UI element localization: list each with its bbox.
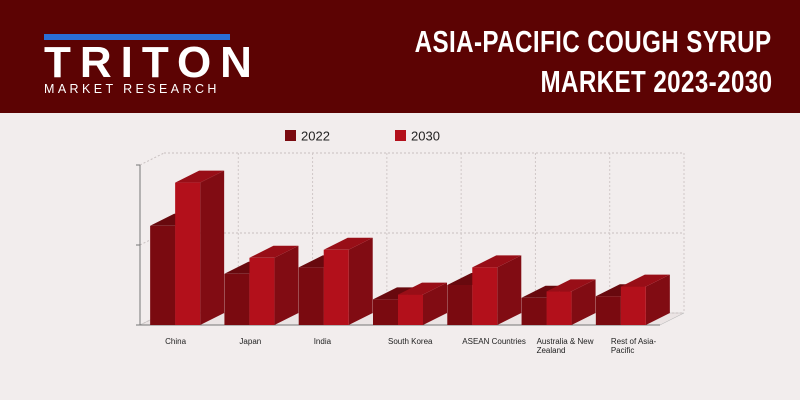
legend-label: 2022 [301,128,330,143]
header: TRITON MARKET RESEARCH ASIA-PACIFIC COUG… [0,0,800,113]
bar-front [373,299,398,325]
bar [620,274,670,325]
legend-swatch [285,130,296,141]
bar-side [645,274,670,325]
bar-front [398,294,423,325]
bar-front [323,249,349,325]
bar-top [546,279,596,292]
x-tick-label: Japan [239,337,262,346]
title: MARKET 2023-2030 [539,64,772,99]
grid-connector [139,152,165,166]
bar-top [398,282,447,295]
bar-side [497,255,522,325]
bar-side [348,237,373,325]
bar-front [521,297,547,325]
bar-front [472,267,498,325]
bar [249,245,299,325]
bar-side [200,170,225,325]
x-tick-label: China [165,337,187,346]
bar [175,170,225,325]
logo-subtitle: MARKET RESEARCH [44,82,220,96]
x-tick-label: South Korea [388,337,433,346]
bar-front [224,273,250,325]
bar-front [447,285,473,325]
x-tick-label: India [313,337,332,346]
x-tick-label: Australia & New Zealand [536,337,594,355]
title: ASIA-PACIFIC COUGH SYRUP [415,24,772,59]
chart: 2022 2030 [136,128,685,326]
bar [546,279,596,325]
bar-front [298,267,324,325]
bar-top [249,245,299,258]
bar-side [571,279,596,325]
bar-front [595,296,621,325]
bar [472,255,522,325]
bar-front [175,182,201,325]
logo-bar [44,34,230,40]
bar-side [423,282,447,325]
legend-label: 2030 [411,128,440,143]
legend-swatch [395,130,406,141]
bar [323,237,373,325]
bar-front [249,257,275,325]
bar-top [323,237,373,250]
bar-top [175,170,225,183]
logo: TRITON [44,38,261,87]
bar-side [274,245,299,325]
bar [398,282,447,325]
bar-front [620,286,646,325]
bar-front [150,225,176,325]
bar-top [472,255,522,268]
x-tick-label: Rest of Asia-Pacific [610,337,657,355]
x-tick-label: ASEAN Countries [462,337,526,346]
bar-front [546,291,572,325]
bar-top [620,274,670,287]
